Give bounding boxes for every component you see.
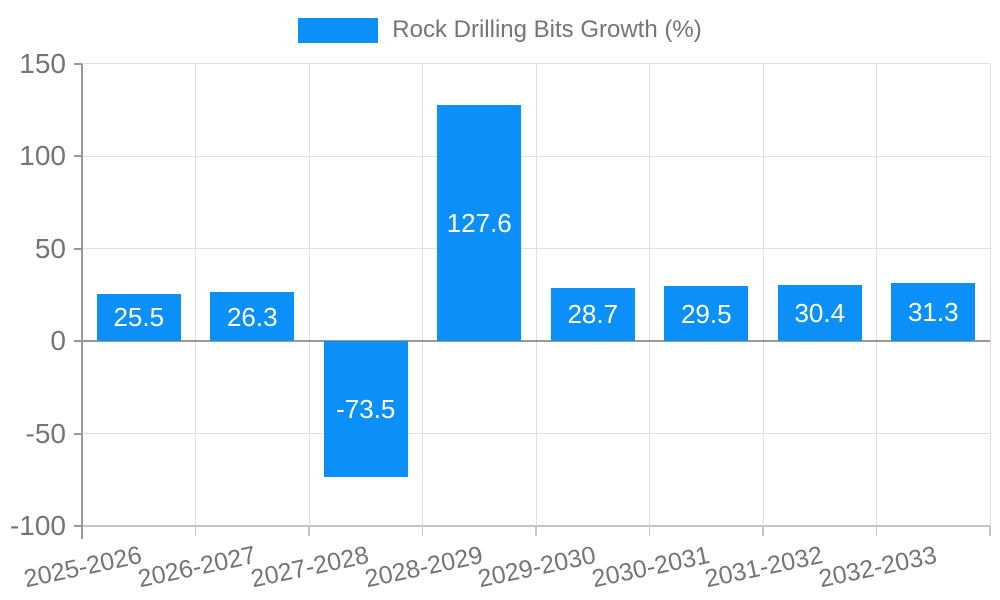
y-tick-mark: [74, 62, 82, 65]
y-tick-label: -50: [25, 417, 66, 449]
legend-label: Rock Drilling Bits Growth (%): [392, 16, 702, 43]
legend-swatch: [298, 17, 379, 43]
x-axis-label: 2029-2030: [475, 541, 599, 594]
x-tick-mark: [762, 526, 764, 536]
bar[interactable]: [777, 284, 862, 341]
vgridline: [535, 63, 537, 526]
x-tick-mark: [308, 526, 310, 536]
y-tick-mark: [74, 247, 82, 250]
bar[interactable]: [96, 293, 181, 341]
x-tick-mark: [648, 526, 651, 536]
y-tick-mark: [74, 432, 82, 435]
bar-value-label: 127.6: [446, 207, 512, 238]
bar[interactable]: [210, 292, 295, 341]
x-axis-label: 2032-2033: [816, 541, 939, 594]
vgridline: [195, 63, 196, 526]
vgridline: [649, 63, 650, 526]
y-tick-label: 50: [34, 232, 66, 264]
bar[interactable]: [323, 341, 408, 477]
bar[interactable]: [891, 283, 976, 341]
bar-value-label: 26.3: [226, 301, 278, 332]
x-tick-mark: [989, 526, 991, 536]
vgridline: [308, 63, 310, 526]
x-axis-label: 2028-2029: [362, 541, 485, 594]
x-axis-label: 2025-2026: [21, 541, 145, 594]
bar-value-label: 25.5: [113, 302, 165, 333]
y-axis-line: [81, 63, 83, 539]
y-tick-mark: [74, 340, 82, 342]
x-tick-mark: [421, 526, 424, 536]
x-tick-mark: [535, 526, 537, 536]
vgridline: [422, 63, 423, 526]
bar[interactable]: [664, 286, 749, 341]
bar-value-label: -73.5: [336, 393, 396, 424]
zero-line: [82, 340, 990, 342]
y-tick-label: 100: [19, 140, 66, 171]
vgridline: [989, 63, 991, 526]
y-tick-label: 0: [50, 325, 66, 356]
bar-value-label: 30.4: [794, 297, 846, 328]
y-tick-mark: [74, 525, 82, 527]
x-axis-label: 2030-2031: [589, 541, 712, 594]
x-tick-mark: [875, 526, 878, 536]
bar-value-label: 31.3: [907, 297, 959, 328]
bar[interactable]: [437, 104, 522, 341]
bar-value-label: 29.5: [680, 298, 732, 329]
bar-value-label: 28.7: [567, 299, 619, 330]
bar[interactable]: [550, 287, 635, 341]
x-axis-label: 2026-2027: [135, 541, 258, 594]
vgridline: [876, 63, 877, 526]
x-axis-label: 2031-2032: [702, 541, 826, 594]
y-tick-mark: [74, 155, 82, 157]
y-tick-label: -100: [9, 510, 66, 541]
x-tick-mark: [194, 526, 197, 536]
x-axis-label: 2027-2028: [248, 541, 372, 594]
legend-item[interactable]: Rock Drilling Bits Growth (%): [0, 16, 1000, 43]
vgridline: [762, 63, 764, 526]
y-tick-label: 150: [19, 47, 66, 79]
